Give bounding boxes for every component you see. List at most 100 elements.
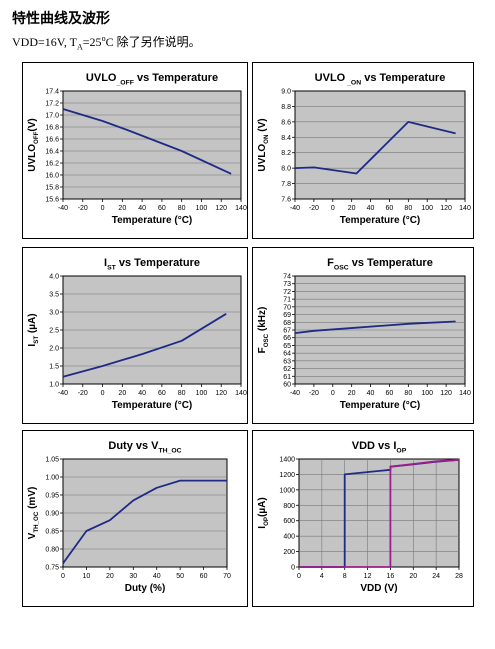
- chart-title-main: UVLO: [315, 72, 346, 84]
- y-tick-label: 16.4: [45, 149, 59, 156]
- x-tick-label: 140: [235, 205, 247, 212]
- chart-title-main: F: [327, 257, 334, 269]
- x-tick-label: 20: [106, 573, 114, 580]
- x-tick-label: -20: [309, 205, 319, 212]
- y-tick-label: 1000: [279, 487, 295, 494]
- y-axis-label-tail: (kHz): [257, 307, 268, 334]
- x-tick-label: 20: [348, 390, 356, 397]
- x-tick-label: 50: [176, 573, 184, 580]
- chart-title: Duty vs VTH_OC: [108, 440, 181, 454]
- chart-title-sub: _OFF: [115, 79, 133, 86]
- y-tick-label: 15.8: [45, 185, 59, 192]
- chart-title: UVLO _ON vs Temperature: [315, 72, 446, 86]
- x-tick-label: -40: [290, 205, 300, 212]
- y-axis-label-main: UVLO: [257, 144, 268, 172]
- chart-title: IST vs Temperature: [104, 257, 200, 271]
- y-tick-label: 65: [283, 343, 291, 350]
- series-line-1: [62, 108, 232, 175]
- y-axis-label-tail: (V): [27, 118, 38, 131]
- y-tick-label: 1200: [279, 472, 295, 479]
- y-axis-label-main: UVLO: [27, 144, 38, 172]
- x-tick-label: -40: [58, 390, 68, 397]
- x-tick-label: 120: [440, 205, 452, 212]
- chart-title: FOSC vs Temperature: [327, 257, 433, 271]
- x-tick-label: 100: [421, 205, 433, 212]
- x-tick-label: 40: [367, 205, 375, 212]
- y-tick-label: 69: [283, 312, 291, 319]
- x-axis-label: Duty (%): [125, 583, 166, 594]
- chart-title: VDD vs IOP: [352, 440, 407, 454]
- chart-frame-duty: Duty vs VTH_OC 0.75 0.80 0.85 0.90 0.95 1.00 1.…: [22, 430, 248, 607]
- page-heading: 特性曲线及波形: [12, 11, 110, 27]
- chart-title-sub: TH_OC: [159, 447, 182, 454]
- chart-frame-uvlo-off: UVLO_OFF vs Temperature 15.6 15.8 16.0 16.2 1…: [22, 62, 248, 239]
- x-tick-label: 140: [459, 205, 471, 212]
- x-tick-label: -20: [78, 390, 88, 397]
- x-tick-label: 24: [432, 573, 440, 580]
- y-axis-label-tail: (µA): [257, 497, 268, 517]
- y-tick-label: 63: [283, 358, 291, 365]
- x-tick-label: 100: [196, 205, 208, 212]
- x-axis-label: Temperature (°C): [112, 215, 193, 226]
- x-tick-label: 60: [158, 390, 166, 397]
- y-axis-label-sub: TH_OC: [33, 511, 40, 533]
- x-tick-label: 40: [367, 390, 375, 397]
- condition-degree: o: [101, 34, 106, 43]
- y-tick-label: 16.0: [45, 173, 59, 180]
- x-tick-label: 120: [215, 390, 227, 397]
- y-axis-label-main: I: [257, 526, 268, 529]
- y-tick-label: 0.75: [45, 565, 59, 572]
- y-tick-label: 17.0: [45, 113, 59, 120]
- y-axis-label-sub: ST: [33, 336, 40, 344]
- test-condition: VDD=16V, TA=25oC 除了另作说明。: [12, 33, 201, 51]
- series-line-1: [294, 121, 456, 175]
- y-tick-label: 74: [283, 274, 291, 281]
- series-line-2: [299, 458, 460, 568]
- x-tick-label: 8: [343, 573, 347, 580]
- x-tick-label: 10: [83, 573, 91, 580]
- y-axis-label-sub: OP: [263, 517, 270, 526]
- chart-title-main: VDD vs I: [352, 440, 397, 452]
- chart-title-sub: ST: [107, 264, 117, 271]
- condition-text: VDD=16V, T: [12, 35, 77, 49]
- y-tick-label: 8.2: [281, 150, 291, 157]
- chart-frame-ist: IST vs Temperature 1.0 1.5 2.0 2.5 3.0 3.5 4.0-…: [22, 247, 248, 424]
- y-tick-label: 600: [283, 518, 295, 525]
- x-tick-label: 0: [101, 390, 105, 397]
- x-tick-label: -40: [290, 390, 300, 397]
- y-tick-label: 71: [283, 297, 291, 304]
- y-tick-label: 1400: [279, 457, 295, 464]
- plot-area: [62, 90, 242, 200]
- chart-duty: Duty vs VTH_OC0.750.800.850.900.951.001.…: [27, 440, 231, 594]
- x-tick-label: 40: [138, 390, 146, 397]
- x-axis-label: Temperature (°C): [340, 215, 421, 226]
- y-tick-label: 800: [283, 503, 295, 510]
- chart-frame-vdd-iop: VDD vs IOP 0 200 400 600 800 1000 1200 1400 0 4 8 12…: [252, 430, 474, 607]
- y-tick-label: 64: [283, 351, 291, 358]
- chart-title-tail: vs Temperature: [134, 72, 218, 84]
- chart-title-sub: _ON: [345, 79, 361, 86]
- y-axis-label-sub: OSC: [263, 333, 270, 347]
- x-tick-label: 60: [386, 390, 394, 397]
- y-tick-label: 8.6: [281, 119, 291, 126]
- plot-area: [298, 458, 460, 568]
- chart-title-main: UVLO: [86, 72, 117, 84]
- chart-frame-uvlo-on: UVLO _ON vs Temperature 7.6 7.8 8.0 8.2 8.4 8.…: [252, 62, 474, 239]
- y-tick-label: 3.5: [49, 292, 59, 299]
- chart-title-tail: vs Temperature: [116, 257, 200, 269]
- x-tick-label: 0: [61, 573, 65, 580]
- x-tick-label: 120: [215, 205, 227, 212]
- x-tick-label: 4: [320, 573, 324, 580]
- y-tick-label: 66: [283, 335, 291, 342]
- x-tick-label: 28: [455, 573, 463, 580]
- y-tick-label: 3.0: [49, 310, 59, 317]
- x-tick-label: -40: [58, 205, 68, 212]
- y-tick-label: 0: [291, 565, 295, 572]
- x-tick-label: 40: [138, 205, 146, 212]
- y-axis-label-main: V: [27, 532, 38, 539]
- y-tick-label: 67: [283, 328, 291, 335]
- x-tick-label: 60: [158, 205, 166, 212]
- x-tick-label: 80: [404, 390, 412, 397]
- x-tick-label: 20: [409, 573, 417, 580]
- y-axis-label: IST (µA): [27, 313, 40, 346]
